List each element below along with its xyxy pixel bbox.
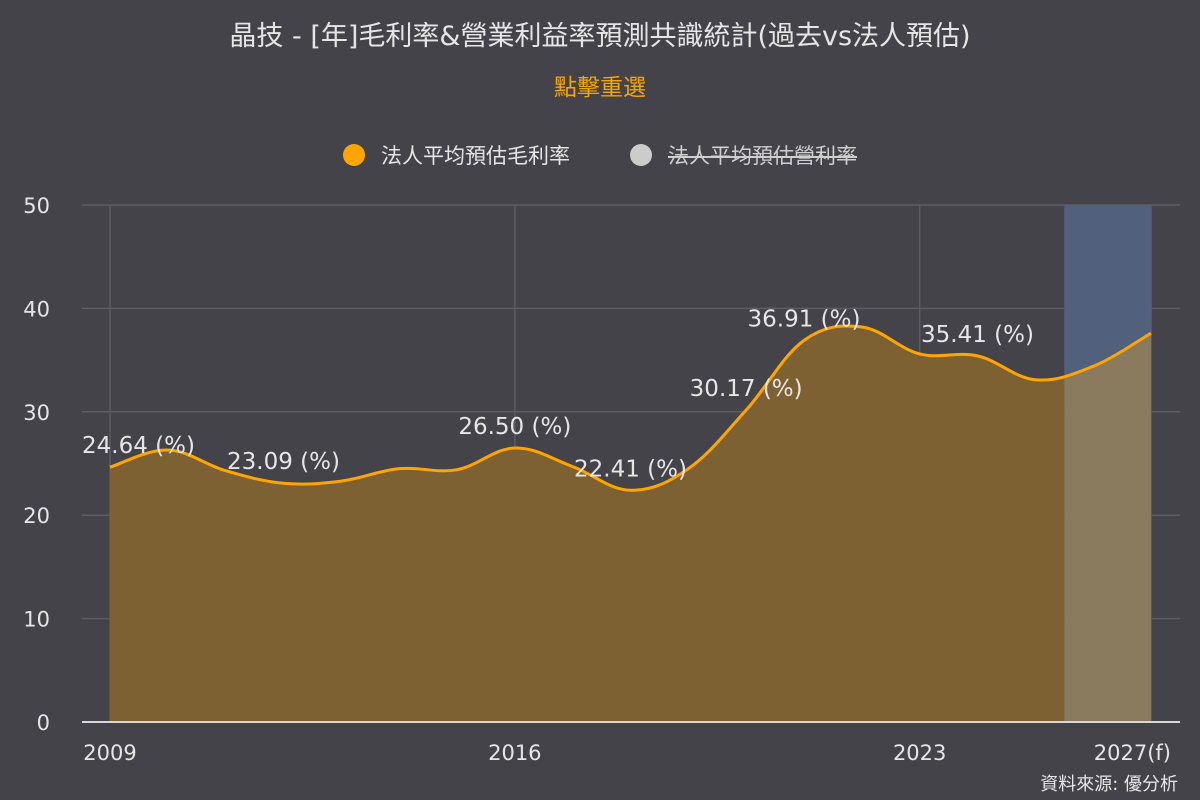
y-tick-label: 20 bbox=[23, 504, 50, 528]
series-area bbox=[109, 324, 1152, 722]
legend-item-gross-margin[interactable]: 法人平均預估毛利率 bbox=[343, 140, 570, 170]
chart-title: 晶技 - [年]毛利率&營業利益率預測共識統計(過去vs法人預估) bbox=[229, 21, 971, 52]
x-tick-label: 2009 bbox=[83, 741, 136, 765]
gray-circle-icon bbox=[630, 144, 652, 166]
gross-margin-line bbox=[109, 324, 1152, 492]
legend-label: 法人平均預估營利率 bbox=[668, 144, 857, 168]
y-tick-label: 50 bbox=[23, 194, 50, 218]
y-tick-label: 10 bbox=[23, 608, 50, 632]
gross-margin-forecast-area bbox=[1064, 333, 1151, 722]
legend-item-operating-margin[interactable]: 法人平均預估營利率 bbox=[630, 140, 857, 170]
data-label: 24.64 (%) bbox=[82, 433, 195, 459]
legend-label: 法人平均預估毛利率 bbox=[381, 144, 570, 168]
data-label: 23.09 (%) bbox=[227, 449, 340, 475]
orange-circle-icon bbox=[343, 144, 365, 166]
y-tick-label: 30 bbox=[23, 401, 50, 425]
data-label: 35.41 (%) bbox=[921, 322, 1034, 348]
x-tick-label: 2016 bbox=[488, 741, 541, 765]
data-labels: 24.64 (%) 23.09 (%) 26.50 (%)22.41 (%) 30.1… bbox=[82, 306, 1034, 482]
axes: 0 10 20 30 40 50 2009 2016 2023 2027(f) bbox=[23, 194, 1180, 765]
y-tick-label: 40 bbox=[23, 297, 50, 321]
data-label: 22.41 (%) bbox=[574, 456, 687, 482]
data-label: 26.50 (%) bbox=[458, 414, 571, 440]
x-tick-label: 2027(f) bbox=[1094, 741, 1171, 765]
legend: 法人平均預估毛利率 法人平均預估營利率 bbox=[0, 140, 1200, 170]
reset-zoom-button[interactable]: 點擊重選 bbox=[554, 75, 646, 101]
x-tick-label: 2023 bbox=[893, 741, 946, 765]
source-credit: 資料來源: 優分析 bbox=[1040, 774, 1178, 795]
gross-margin-area bbox=[110, 325, 1065, 722]
data-label: 30.17 (%) bbox=[690, 376, 803, 402]
data-label: 36.91 (%) bbox=[748, 306, 861, 332]
y-tick-label: 0 bbox=[37, 711, 50, 735]
